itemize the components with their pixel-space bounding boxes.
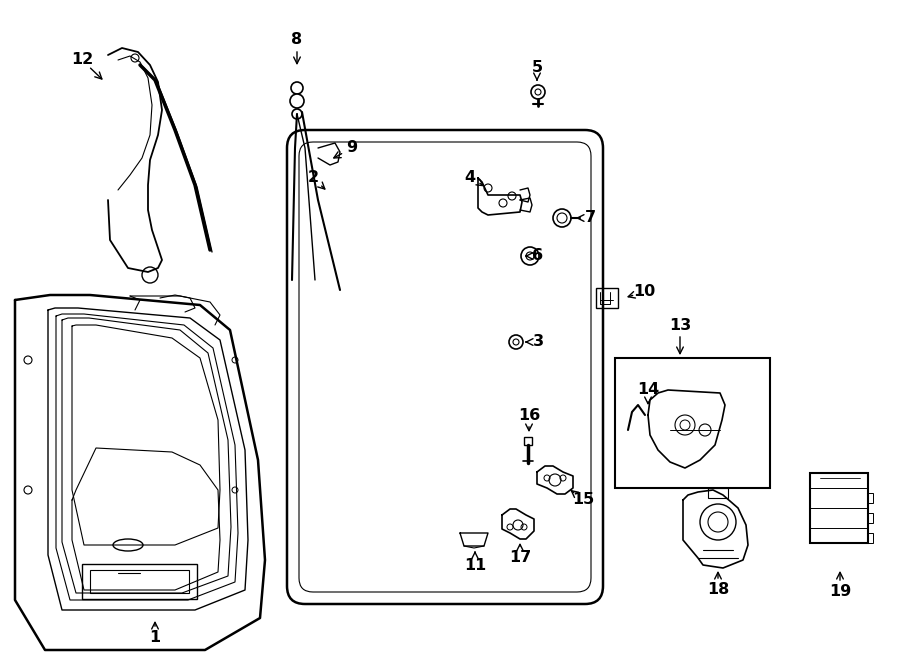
Bar [596,288,618,308]
Bar [868,533,873,543]
Text: 16: 16 [518,407,540,422]
Bar [90,570,189,593]
Circle shape [509,335,523,349]
Circle shape [292,109,302,119]
Text: 3: 3 [533,334,544,350]
Text: 4: 4 [464,169,475,184]
Text: 5: 5 [531,61,543,75]
Bar [868,513,873,523]
Text: 2: 2 [308,171,319,186]
Text: 13: 13 [669,317,691,332]
Text: 17: 17 [508,551,531,566]
Text: 11: 11 [464,557,486,572]
Circle shape [291,82,303,94]
Text: 7: 7 [584,210,596,225]
Bar [810,473,868,543]
Text: 19: 19 [829,584,851,600]
Text: 12: 12 [71,52,93,67]
Circle shape [290,94,304,108]
Text: 18: 18 [706,582,729,598]
Bar [868,493,873,503]
Text: 15: 15 [572,492,594,508]
Text: 8: 8 [292,32,302,48]
Bar [82,564,197,599]
Text: 6: 6 [533,249,544,264]
Circle shape [553,209,571,227]
Circle shape [521,247,539,265]
Circle shape [531,85,545,99]
Text: 9: 9 [346,141,357,155]
Bar [524,437,532,445]
Text: 1: 1 [149,631,160,646]
Bar [708,488,728,498]
Bar [615,358,770,488]
Text: 10: 10 [633,284,655,299]
Text: 14: 14 [637,383,659,397]
